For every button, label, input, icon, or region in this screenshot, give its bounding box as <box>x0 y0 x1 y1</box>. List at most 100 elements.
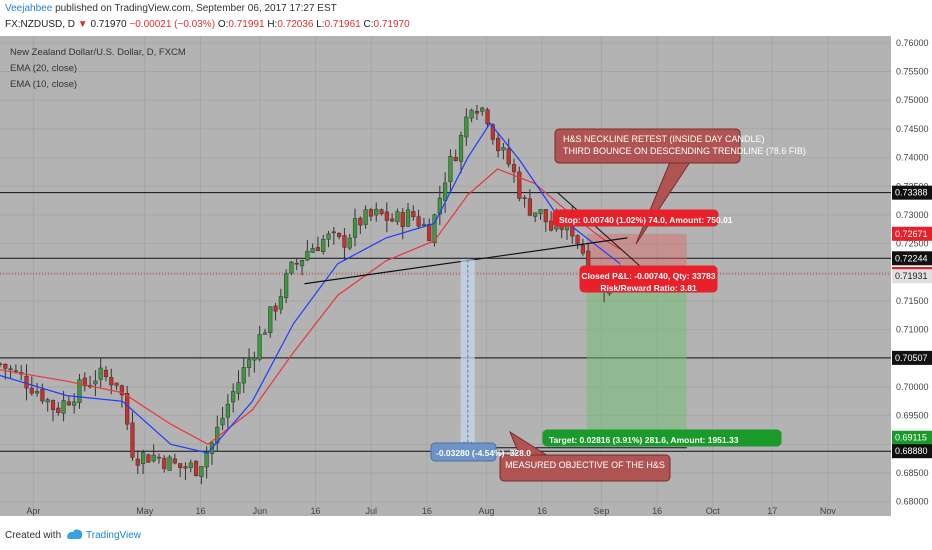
closed-pl-label-box <box>579 265 718 293</box>
ema-lines <box>0 122 621 454</box>
candle-body <box>125 393 130 425</box>
candle-body <box>167 456 172 471</box>
y-tick-label: 0.75000 <box>896 95 929 105</box>
down-arrow-icon: ▼ <box>77 19 88 30</box>
candle-body <box>140 452 146 464</box>
candle-body <box>299 260 305 267</box>
candle-body <box>575 235 580 244</box>
y-tick-label: 0.68000 <box>896 497 929 507</box>
candle-body <box>72 401 77 406</box>
candle-body <box>363 209 368 225</box>
candle-body <box>188 462 193 468</box>
x-tick-label: 17 <box>767 506 777 516</box>
price-chart[interactable]: H&S NECKLINE RETEST (INSIDE DAY CANDLE) T… <box>0 36 932 516</box>
candle-body <box>262 332 268 335</box>
price-label: 0.72671 <box>895 229 928 239</box>
low-value: 0.71961 <box>324 19 361 30</box>
candle-body <box>321 239 326 253</box>
target-label-text: Target: 0.02816 (3.91%) 281.6, Amount: 1… <box>549 435 739 445</box>
ema20-legend: EMA (20, close) <box>10 63 77 74</box>
position-tool[interactable] <box>586 233 687 438</box>
candle-body <box>405 209 411 227</box>
candle-body <box>490 124 495 140</box>
y-tick-label: 0.72500 <box>896 239 929 249</box>
author-link[interactable]: Veejahbee <box>5 3 53 14</box>
candle-body <box>103 369 109 378</box>
candle-body <box>268 306 273 334</box>
candle-body <box>114 382 119 386</box>
candle-body <box>35 391 40 394</box>
candle-body <box>220 417 225 426</box>
y-tick-label: 0.74500 <box>896 124 929 134</box>
price-label-box <box>892 430 932 445</box>
x-tick-label: 16 <box>195 506 205 516</box>
x-tick-label: 16 <box>537 506 547 516</box>
candle-body <box>358 217 363 226</box>
closed-pl-label-text: Risk/Reward Ratio: 3.81 <box>600 283 697 293</box>
candle-body <box>183 466 188 469</box>
measured-callout-text: MEASURED OBJECTIVE OF THE H&S <box>505 460 665 470</box>
y-tick-label: 0.76000 <box>896 38 929 48</box>
price-label-box <box>892 226 932 241</box>
price-label: 0.70507 <box>895 353 928 363</box>
drawings[interactable]: H&S NECKLINE RETEST (INSIDE DAY CANDLE) T… <box>304 128 806 482</box>
chart-area[interactable]: H&S NECKLINE RETEST (INSIDE DAY CANDLE) T… <box>0 36 932 516</box>
y-tick-label: 0.75500 <box>896 67 929 77</box>
candle-body <box>199 466 204 477</box>
candle-body <box>119 385 124 396</box>
candle-body <box>458 135 464 162</box>
candle-body <box>368 209 374 217</box>
candle-body <box>395 211 400 223</box>
target-label-box <box>542 429 782 447</box>
measure-label-box <box>430 442 497 462</box>
x-tick-label: 16 <box>422 506 432 516</box>
candle-body <box>543 208 548 223</box>
ema10-line <box>0 122 621 454</box>
candle-body <box>289 261 294 274</box>
candle-body <box>474 110 480 114</box>
candle-body <box>193 460 199 476</box>
price-label-box <box>892 444 932 459</box>
candle-body <box>496 137 501 152</box>
symbol-name[interactable]: FX:NZDUSD, D <box>5 19 75 30</box>
y-tick-label: 0.71000 <box>896 325 929 335</box>
candle-body <box>146 454 151 463</box>
y-tick-label: 0.68500 <box>896 468 929 478</box>
x-tick-label: Jun <box>253 506 268 516</box>
candle-body <box>580 245 585 254</box>
y-tick-label: 0.73000 <box>896 210 929 220</box>
y-tick-label: 0.69500 <box>896 411 929 421</box>
stop-label-box <box>552 209 719 227</box>
candle-body <box>527 198 532 216</box>
candle-body <box>231 391 236 403</box>
y-tick-label: 0.71500 <box>896 296 929 306</box>
candle-body <box>13 370 18 372</box>
publish-text: published on TradingView.com, September … <box>55 3 337 14</box>
candle-body <box>432 214 437 243</box>
candle-body <box>379 209 384 215</box>
candle-body <box>480 107 485 112</box>
candle-body <box>411 211 416 218</box>
tradingview-logo-icon <box>67 529 83 539</box>
candle-body <box>443 182 448 201</box>
measured-callout-box <box>499 454 671 482</box>
candle-body <box>109 377 114 386</box>
candle-body <box>93 380 98 385</box>
candle-body <box>8 368 13 371</box>
candle-body <box>374 208 379 216</box>
candle-body <box>45 399 50 403</box>
candle-body <box>29 388 34 394</box>
candle-body <box>416 216 421 227</box>
measure-label-text: -0.03280 (-4.54%) -328.0 <box>436 448 531 458</box>
candle-body <box>469 109 474 119</box>
target-zone <box>586 276 687 438</box>
candle-body <box>501 147 506 151</box>
candle-body <box>533 212 538 217</box>
price-label: 0.68880 <box>895 446 928 456</box>
tradingview-brand[interactable]: TradingView <box>86 530 142 541</box>
candle-body <box>538 209 543 214</box>
candle-body <box>549 220 554 231</box>
price-label: 0.69115 <box>895 433 927 443</box>
candle-body <box>156 456 162 459</box>
open-value: 0.71991 <box>228 19 265 30</box>
